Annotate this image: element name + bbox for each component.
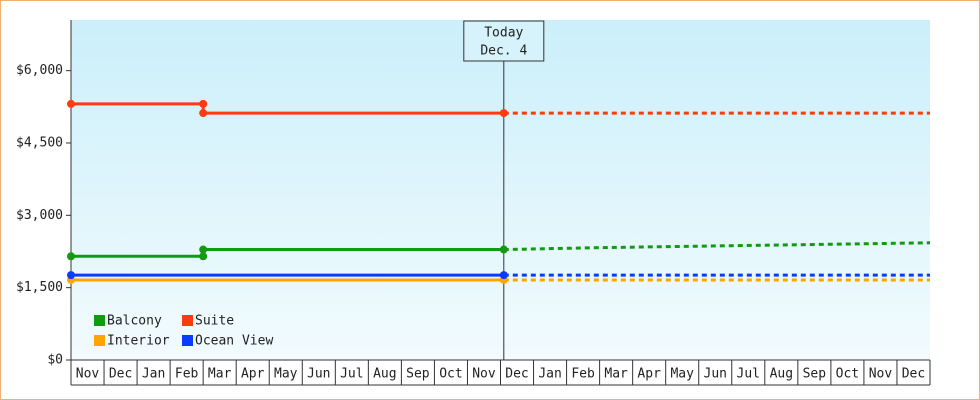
x-tick-label: Apr [241, 367, 265, 382]
series-point [199, 245, 208, 254]
series-line [71, 102, 504, 115]
x-tick-label: Apr [637, 367, 661, 382]
series-point [199, 109, 208, 118]
x-tick-label: Dec [109, 367, 132, 382]
x-tick-label: Feb [571, 367, 595, 382]
x-tick-label: Nov [76, 367, 100, 382]
legend-swatch [94, 315, 105, 326]
x-tick-label: Mar [604, 367, 628, 382]
x-tick-label: Mar [208, 367, 232, 382]
today-date: Dec. 4 [480, 44, 527, 59]
x-tick-label: Aug [770, 367, 793, 382]
legend-swatch [182, 335, 193, 346]
x-tick-label: Jan [142, 367, 165, 382]
x-tick-label: Jul [737, 367, 760, 382]
x-tick-label: Jan [538, 367, 561, 382]
x-tick-label: Jun [704, 367, 727, 382]
y-tick-label: $1,500 [16, 280, 63, 295]
legend-swatch [94, 335, 105, 346]
projection-line [503, 241, 931, 252]
series-point [499, 109, 508, 118]
x-tick-label: Nov [472, 367, 496, 382]
legend-label: Suite [195, 314, 234, 329]
series-point [199, 252, 208, 261]
series-point [499, 245, 508, 254]
x-tick-label: Sep [406, 367, 430, 382]
y-tick-label: $3,000 [16, 208, 63, 223]
x-tick-label: Jun [307, 367, 330, 382]
x-tick-label: Oct [439, 367, 462, 382]
series-point [67, 99, 75, 108]
series-point [199, 99, 208, 108]
x-tick-label: May [274, 367, 298, 382]
plot-area [71, 20, 930, 360]
legend-label: Interior [107, 334, 170, 349]
legend-swatch [182, 315, 193, 326]
series-point [67, 271, 75, 280]
y-tick-label: $4,500 [16, 135, 63, 150]
series-point [67, 252, 75, 261]
x-tick-label: Dec [505, 367, 528, 382]
x-tick-label: Dec [902, 367, 925, 382]
x-tick-label: Oct [836, 367, 859, 382]
x-tick-label: Nov [869, 367, 893, 382]
legend-label: Ocean View [195, 334, 273, 349]
x-tick-label: May [670, 367, 694, 382]
today-box [463, 20, 545, 62]
y-tick-label: $6,000 [16, 63, 63, 78]
legend-label: Balcony [107, 314, 162, 329]
y-tick-label: $0 [47, 353, 63, 368]
x-tick-label: Jul [340, 367, 363, 382]
today-label: Today [484, 26, 523, 41]
x-tick-label: Aug [373, 367, 396, 382]
series-point [499, 271, 508, 280]
x-tick-label: Sep [803, 367, 827, 382]
x-tick-label: Feb [175, 367, 199, 382]
